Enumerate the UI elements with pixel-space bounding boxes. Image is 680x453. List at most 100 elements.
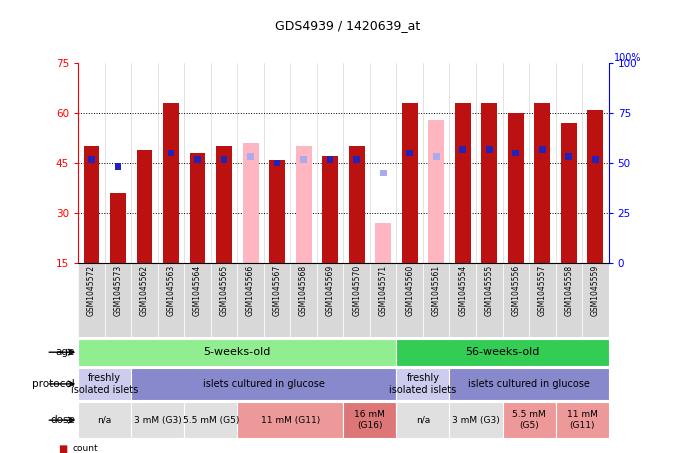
Bar xyxy=(184,263,211,337)
Bar xyxy=(78,402,131,438)
Text: GSM1045571: GSM1045571 xyxy=(379,265,388,316)
Bar xyxy=(529,263,556,337)
Bar xyxy=(105,263,131,337)
Bar xyxy=(274,160,280,166)
Bar xyxy=(221,156,227,163)
Text: GSM1045569: GSM1045569 xyxy=(326,265,335,316)
Bar xyxy=(296,146,311,263)
Text: 56-weeks-old: 56-weeks-old xyxy=(465,347,540,357)
Bar xyxy=(131,402,184,438)
Text: protocol: protocol xyxy=(32,379,75,389)
Text: GSM1045556: GSM1045556 xyxy=(511,265,520,316)
Bar xyxy=(78,263,105,337)
Bar xyxy=(566,153,572,160)
Text: freshly
isolated islets: freshly isolated islets xyxy=(71,373,138,395)
Bar xyxy=(269,160,285,263)
Bar xyxy=(216,146,232,263)
Bar xyxy=(237,263,264,337)
Bar xyxy=(508,113,524,263)
Text: GSM1045563: GSM1045563 xyxy=(167,265,175,316)
Bar xyxy=(433,153,439,160)
Bar xyxy=(264,263,290,337)
Bar xyxy=(248,153,254,160)
Bar xyxy=(349,146,364,263)
Bar xyxy=(380,170,386,176)
Bar xyxy=(534,103,550,263)
Bar xyxy=(137,150,152,263)
Text: 11 mM (G11): 11 mM (G11) xyxy=(260,416,320,424)
Bar xyxy=(237,402,343,438)
Bar xyxy=(460,146,466,153)
Text: GSM1045565: GSM1045565 xyxy=(220,265,228,316)
Text: GSM1045562: GSM1045562 xyxy=(140,265,149,316)
Bar xyxy=(556,402,609,438)
Text: n/a: n/a xyxy=(416,416,430,424)
Text: GSM1045554: GSM1045554 xyxy=(458,265,467,316)
Text: count: count xyxy=(73,444,99,453)
Bar xyxy=(503,402,556,438)
Text: GDS4939 / 1420639_at: GDS4939 / 1420639_at xyxy=(275,19,421,32)
Bar xyxy=(78,339,396,366)
Bar xyxy=(88,156,95,163)
Text: 16 mM
(G16): 16 mM (G16) xyxy=(354,410,386,430)
Text: n/a: n/a xyxy=(98,416,112,424)
Bar xyxy=(131,263,158,337)
Bar xyxy=(375,223,391,263)
Bar xyxy=(163,103,179,263)
Bar xyxy=(423,263,449,337)
Bar xyxy=(78,368,131,400)
Text: 11 mM
(G11): 11 mM (G11) xyxy=(566,410,598,430)
Bar xyxy=(370,263,396,337)
Text: islets cultured in glucose: islets cultured in glucose xyxy=(468,379,590,389)
Bar xyxy=(556,263,582,337)
Bar xyxy=(513,150,519,156)
Text: ■: ■ xyxy=(58,444,67,453)
Bar xyxy=(290,263,317,337)
Bar xyxy=(449,402,503,438)
Bar xyxy=(168,150,174,156)
Bar xyxy=(582,263,609,337)
Bar xyxy=(184,402,237,438)
Text: islets cultured in glucose: islets cultured in glucose xyxy=(203,379,325,389)
Bar xyxy=(539,146,545,153)
Text: GSM1045570: GSM1045570 xyxy=(352,265,361,316)
Text: 5-weeks-old: 5-weeks-old xyxy=(203,347,271,357)
Text: GSM1045564: GSM1045564 xyxy=(193,265,202,316)
Bar xyxy=(110,193,126,263)
Bar xyxy=(84,146,99,263)
Bar xyxy=(407,150,413,156)
Bar xyxy=(343,263,370,337)
Text: GSM1045568: GSM1045568 xyxy=(299,265,308,316)
Text: 3 mM (G3): 3 mM (G3) xyxy=(134,416,182,424)
Bar xyxy=(402,103,418,263)
Bar xyxy=(481,103,497,263)
Bar xyxy=(396,263,423,337)
Text: GSM1045557: GSM1045557 xyxy=(538,265,547,316)
Bar xyxy=(243,143,258,263)
Bar xyxy=(396,339,609,366)
Text: 3 mM (G3): 3 mM (G3) xyxy=(452,416,500,424)
Bar xyxy=(588,110,603,263)
Bar xyxy=(194,156,201,163)
Bar xyxy=(561,123,577,263)
Bar xyxy=(396,368,449,400)
Bar xyxy=(455,103,471,263)
Bar xyxy=(211,263,237,337)
Text: age: age xyxy=(56,347,75,357)
Bar xyxy=(428,120,444,263)
Bar xyxy=(592,156,598,163)
Bar xyxy=(317,263,343,337)
Text: 5.5 mM
(G5): 5.5 mM (G5) xyxy=(512,410,546,430)
Text: 100%: 100% xyxy=(614,53,641,63)
Text: freshly
isolated islets: freshly isolated islets xyxy=(390,373,456,395)
Bar xyxy=(476,263,503,337)
Bar xyxy=(503,263,529,337)
Bar xyxy=(327,156,333,163)
Text: dose: dose xyxy=(50,415,75,425)
Text: GSM1045572: GSM1045572 xyxy=(87,265,96,316)
Bar xyxy=(449,263,476,337)
Bar xyxy=(354,156,360,163)
Bar xyxy=(158,263,184,337)
Bar xyxy=(343,402,396,438)
Text: GSM1045566: GSM1045566 xyxy=(246,265,255,316)
